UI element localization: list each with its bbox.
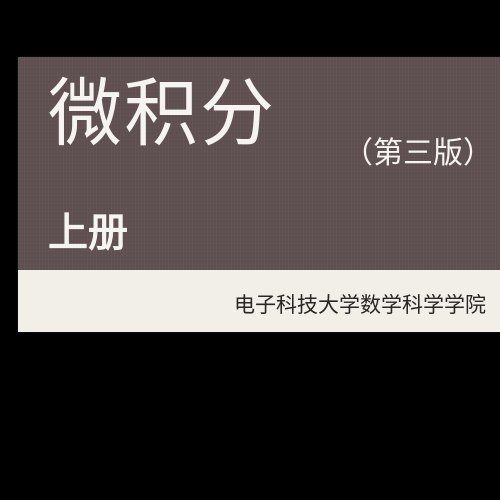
publisher-label: 电子科技大学数学科学学院 <box>234 293 486 317</box>
book-title: 微积分 <box>48 71 276 157</box>
edition-label: （第三版） <box>343 136 493 171</box>
cover-title-band: 微积分 （第三版） 上册 <box>18 57 500 270</box>
volume-label: 上册 <box>48 210 128 256</box>
book-cover: 微积分 （第三版） 上册 电子科技大学数学科学学院 <box>18 57 500 332</box>
